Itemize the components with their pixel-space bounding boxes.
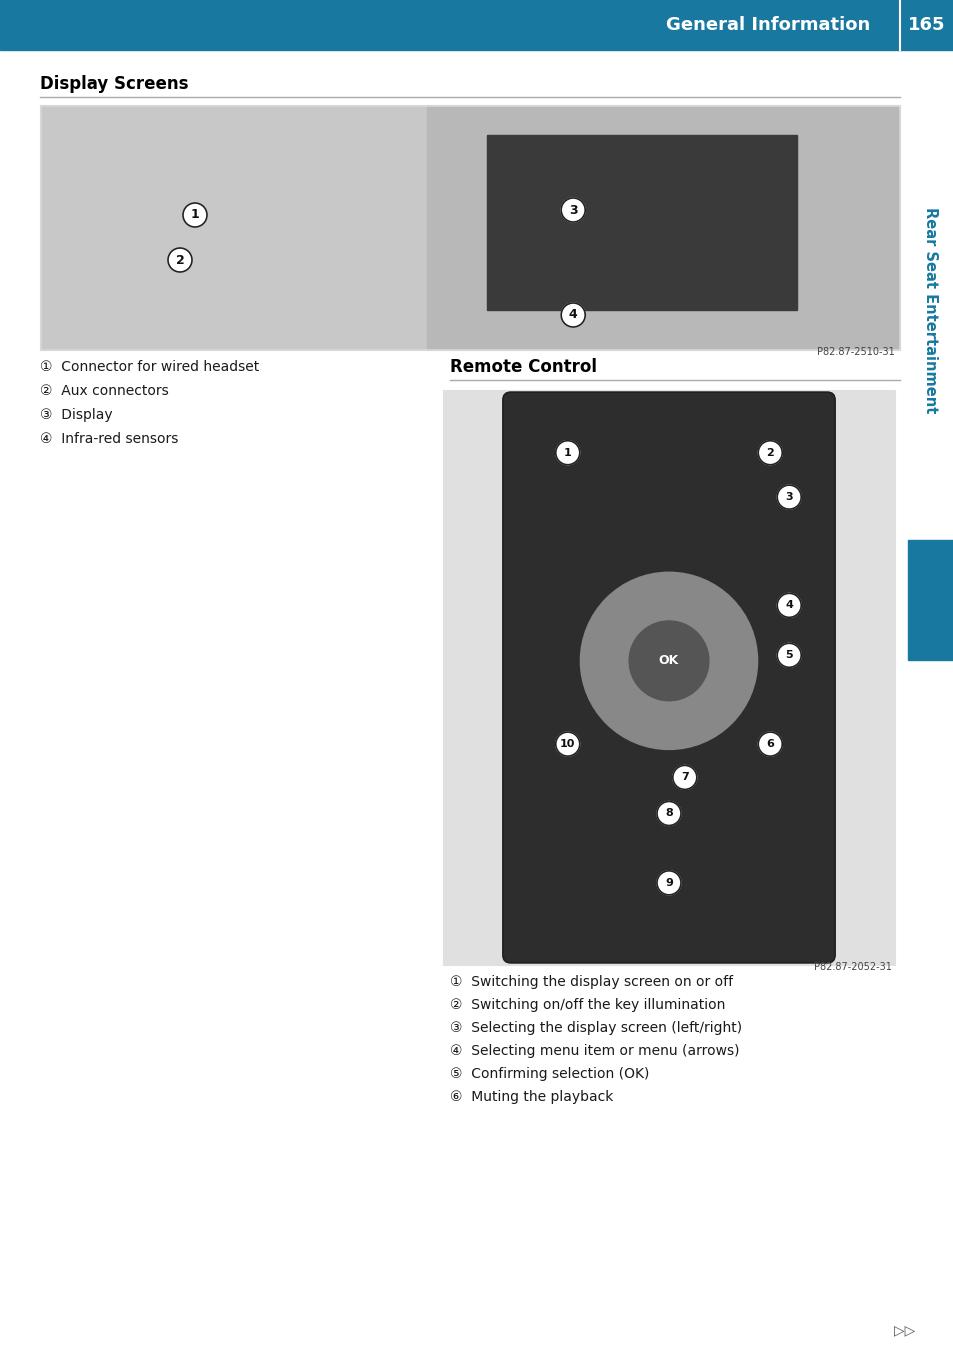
Circle shape [758,733,781,756]
Bar [0,0,953,50]
Text: ④  Selecting menu item or menu (arrows): ④ Selecting menu item or menu (arrows) [450,1044,739,1057]
Text: ①  Connector for wired headset: ① Connector for wired headset [40,360,259,374]
Text: ⑤  Confirming selection (OK): ⑤ Confirming selection (OK) [450,1067,649,1080]
Circle shape [777,643,801,668]
Bar [907,540,953,659]
Text: OK: OK [659,654,679,668]
Circle shape [556,733,579,756]
Circle shape [657,871,680,895]
Text: ②  Aux connectors: ② Aux connectors [40,385,169,398]
Bar [427,107,897,348]
Text: 4: 4 [784,600,792,611]
Circle shape [628,621,708,701]
Circle shape [560,303,584,328]
Text: 10: 10 [559,739,575,749]
Text: General Information: General Information [665,16,869,34]
Text: Remote Control: Remote Control [450,357,597,376]
Text: 7: 7 [680,772,688,783]
Text: 4: 4 [568,309,577,321]
Text: ②  Switching on∕off the key illumination: ② Switching on∕off the key illumination [450,998,724,1011]
Circle shape [777,485,801,509]
Text: 1: 1 [191,209,199,222]
Circle shape [183,203,207,227]
Circle shape [777,593,801,617]
Bar [442,390,894,965]
Text: ▷▷: ▷▷ [893,1323,915,1336]
Circle shape [168,248,192,272]
Text: 3: 3 [568,203,577,217]
Text: ③  Display: ③ Display [40,408,112,422]
Text: P82.87-2052-31: P82.87-2052-31 [813,961,891,972]
Circle shape [560,198,584,222]
Bar [40,106,899,349]
Text: ④  Infra-red sensors: ④ Infra-red sensors [40,432,178,445]
Text: Rear Seat Entertainment: Rear Seat Entertainment [923,207,938,413]
Text: 9: 9 [664,877,672,888]
Text: 3: 3 [784,492,792,502]
Text: 165: 165 [907,16,944,34]
FancyBboxPatch shape [502,393,834,963]
Text: 5: 5 [784,650,792,661]
Text: ③  Selecting the display screen (left∕right): ③ Selecting the display screen (left∕rig… [450,1021,741,1034]
Text: 1: 1 [563,448,571,458]
Text: 2: 2 [175,253,184,267]
Bar [42,107,427,348]
Text: ⑥  Muting the playback: ⑥ Muting the playback [450,1090,613,1104]
Text: 6: 6 [765,739,774,749]
Text: ①  Switching the display screen on or off: ① Switching the display screen on or off [450,975,732,988]
Circle shape [579,573,757,750]
Text: P82.87-2510-31: P82.87-2510-31 [817,347,894,357]
Bar [487,135,796,310]
Text: 8: 8 [664,808,672,818]
Circle shape [657,802,680,826]
Circle shape [758,440,781,464]
Circle shape [672,765,696,789]
Circle shape [556,440,579,464]
Text: 2: 2 [765,448,773,458]
Text: Display Screens: Display Screens [40,74,189,93]
